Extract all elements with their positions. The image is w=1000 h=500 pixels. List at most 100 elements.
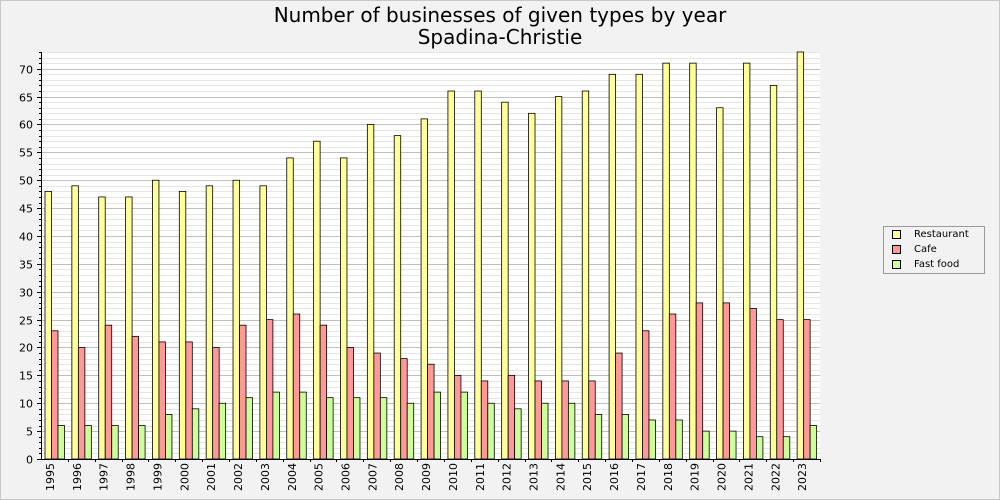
- x-tick-label-2003: 2003: [259, 463, 272, 491]
- x-tick-label-2016: 2016: [608, 463, 621, 491]
- bar-fast-food-2014: [567, 402, 576, 460]
- y-tick-label: 15: [19, 370, 33, 383]
- bar-fast-food-2015: [594, 413, 603, 460]
- y-tick-label: 20: [19, 342, 33, 355]
- bar-fast-food-2023: [809, 425, 818, 460]
- y-tick-label: 40: [19, 231, 33, 244]
- bar-restaurant-2020: [716, 107, 724, 460]
- bar-restaurant-2009: [420, 118, 428, 460]
- x-tick-label-2019: 2019: [689, 463, 702, 491]
- bar-restaurant-2008: [393, 135, 402, 460]
- bar-fast-food-1995: [57, 425, 65, 460]
- x-tick-label-2015: 2015: [581, 463, 594, 491]
- bar-cafe-2009: [427, 363, 435, 460]
- bar-fast-food-2003: [272, 391, 280, 460]
- bar-cafe-2018: [668, 313, 677, 460]
- bar-cafe-2011: [480, 380, 489, 460]
- y-tick-label: 0: [26, 454, 33, 467]
- bar-cafe-2017: [642, 330, 650, 460]
- bar-restaurant-2003: [259, 185, 267, 460]
- legend-swatch-restaurant: [892, 230, 901, 239]
- chart-title-block: Number of businesses of given types by y…: [0, 4, 1000, 48]
- bar-cafe-1999: [158, 341, 166, 460]
- bar-cafe-2016: [615, 352, 623, 460]
- bar-restaurant-2016: [608, 73, 616, 460]
- y-tick-label: 10: [19, 398, 33, 411]
- bar-restaurant-2007: [366, 124, 375, 460]
- bar-cafe-2015: [588, 380, 596, 460]
- bar-restaurant-2012: [501, 101, 509, 460]
- x-tick-label-2010: 2010: [447, 463, 460, 491]
- bar-restaurant-2010: [447, 90, 455, 460]
- bar-fast-food-2018: [675, 419, 683, 460]
- legend-label-restaurant: Restaurant: [914, 229, 969, 240]
- x-tick-label-1995: 1995: [44, 463, 57, 491]
- x-tick-label-2022: 2022: [769, 463, 782, 491]
- bar-cafe-2000: [185, 341, 193, 460]
- bar-restaurant-2002: [232, 179, 240, 460]
- bar-fast-food-2022: [782, 436, 791, 460]
- bar-restaurant-2004: [286, 157, 294, 460]
- y-tick-label: 25: [19, 315, 33, 328]
- x-tick-label-2011: 2011: [474, 463, 487, 491]
- bar-restaurant-1995: [44, 190, 52, 460]
- y-tick-label: 5: [26, 426, 33, 439]
- bar-cafe-1998: [131, 335, 139, 460]
- bar-restaurant-2011: [474, 90, 482, 460]
- y-tick-label: 30: [19, 287, 33, 300]
- chart-legend: Restaurant Cafe Fast food: [883, 226, 985, 274]
- y-tick-label: 50: [19, 175, 33, 188]
- bar-fast-food-2020: [729, 430, 737, 460]
- bar-cafe-1997: [104, 324, 113, 460]
- bar-cafe-2006: [346, 347, 354, 460]
- bar-fast-food-2007: [379, 397, 388, 460]
- x-tick-label-2013: 2013: [528, 463, 541, 491]
- bar-fast-food-2005: [326, 397, 334, 460]
- bar-fast-food-1998: [138, 425, 146, 460]
- bar-cafe-2004: [292, 313, 301, 460]
- bar-restaurant-2022: [769, 85, 778, 460]
- bar-restaurant-2017: [635, 73, 643, 460]
- x-tick-label-2000: 2000: [178, 463, 191, 491]
- bar-cafe-2005: [319, 324, 328, 460]
- x-tick-label-2008: 2008: [393, 463, 406, 491]
- bar-restaurant-2021: [743, 62, 751, 460]
- x-tick-label-1997: 1997: [98, 463, 111, 491]
- bar-restaurant-2018: [662, 62, 670, 460]
- bar-fast-food-2002: [245, 397, 253, 460]
- bar-cafe-2012: [507, 374, 516, 460]
- chart-subtitle: Spadina-Christie: [417, 25, 583, 49]
- bar-fast-food-2011: [487, 402, 495, 460]
- bar-fast-food-1996: [84, 425, 92, 460]
- x-tick-label-2023: 2023: [796, 463, 809, 491]
- x-tick-label-2020: 2020: [716, 463, 729, 491]
- y-tick-label: 70: [19, 64, 33, 77]
- x-tick-label-2006: 2006: [339, 463, 352, 491]
- legend-swatch-fast-food: [892, 260, 901, 269]
- bar-restaurant-2015: [581, 90, 590, 460]
- bar-cafe-2001: [212, 347, 220, 460]
- bar-cafe-2002: [239, 324, 247, 460]
- x-tick-label-2012: 2012: [501, 463, 514, 491]
- bar-restaurant-2006: [340, 157, 348, 460]
- bar-restaurant-1998: [125, 196, 133, 460]
- x-tick-label-2005: 2005: [313, 463, 326, 491]
- x-tick-label-1996: 1996: [71, 463, 84, 491]
- bar-cafe-2013: [534, 380, 542, 460]
- bar-fast-food-1999: [165, 413, 173, 460]
- bar-fast-food-2001: [218, 402, 227, 460]
- x-tick-label-2018: 2018: [662, 463, 675, 491]
- bar-fast-food-2017: [648, 419, 656, 460]
- bar-cafe-2007: [373, 352, 381, 460]
- bar-restaurant-2001: [205, 185, 214, 460]
- x-tick-label-2001: 2001: [205, 463, 218, 491]
- bar-fast-food-2016: [621, 413, 629, 460]
- bar-fast-food-2009: [433, 391, 441, 460]
- y-tick-label: 35: [19, 259, 33, 272]
- bar-cafe-2021: [749, 308, 757, 460]
- bar-fast-food-2021: [756, 436, 764, 460]
- bar-cafe-2010: [454, 374, 462, 460]
- x-tick-label-2004: 2004: [286, 463, 299, 491]
- bar-restaurant-2023: [796, 51, 805, 460]
